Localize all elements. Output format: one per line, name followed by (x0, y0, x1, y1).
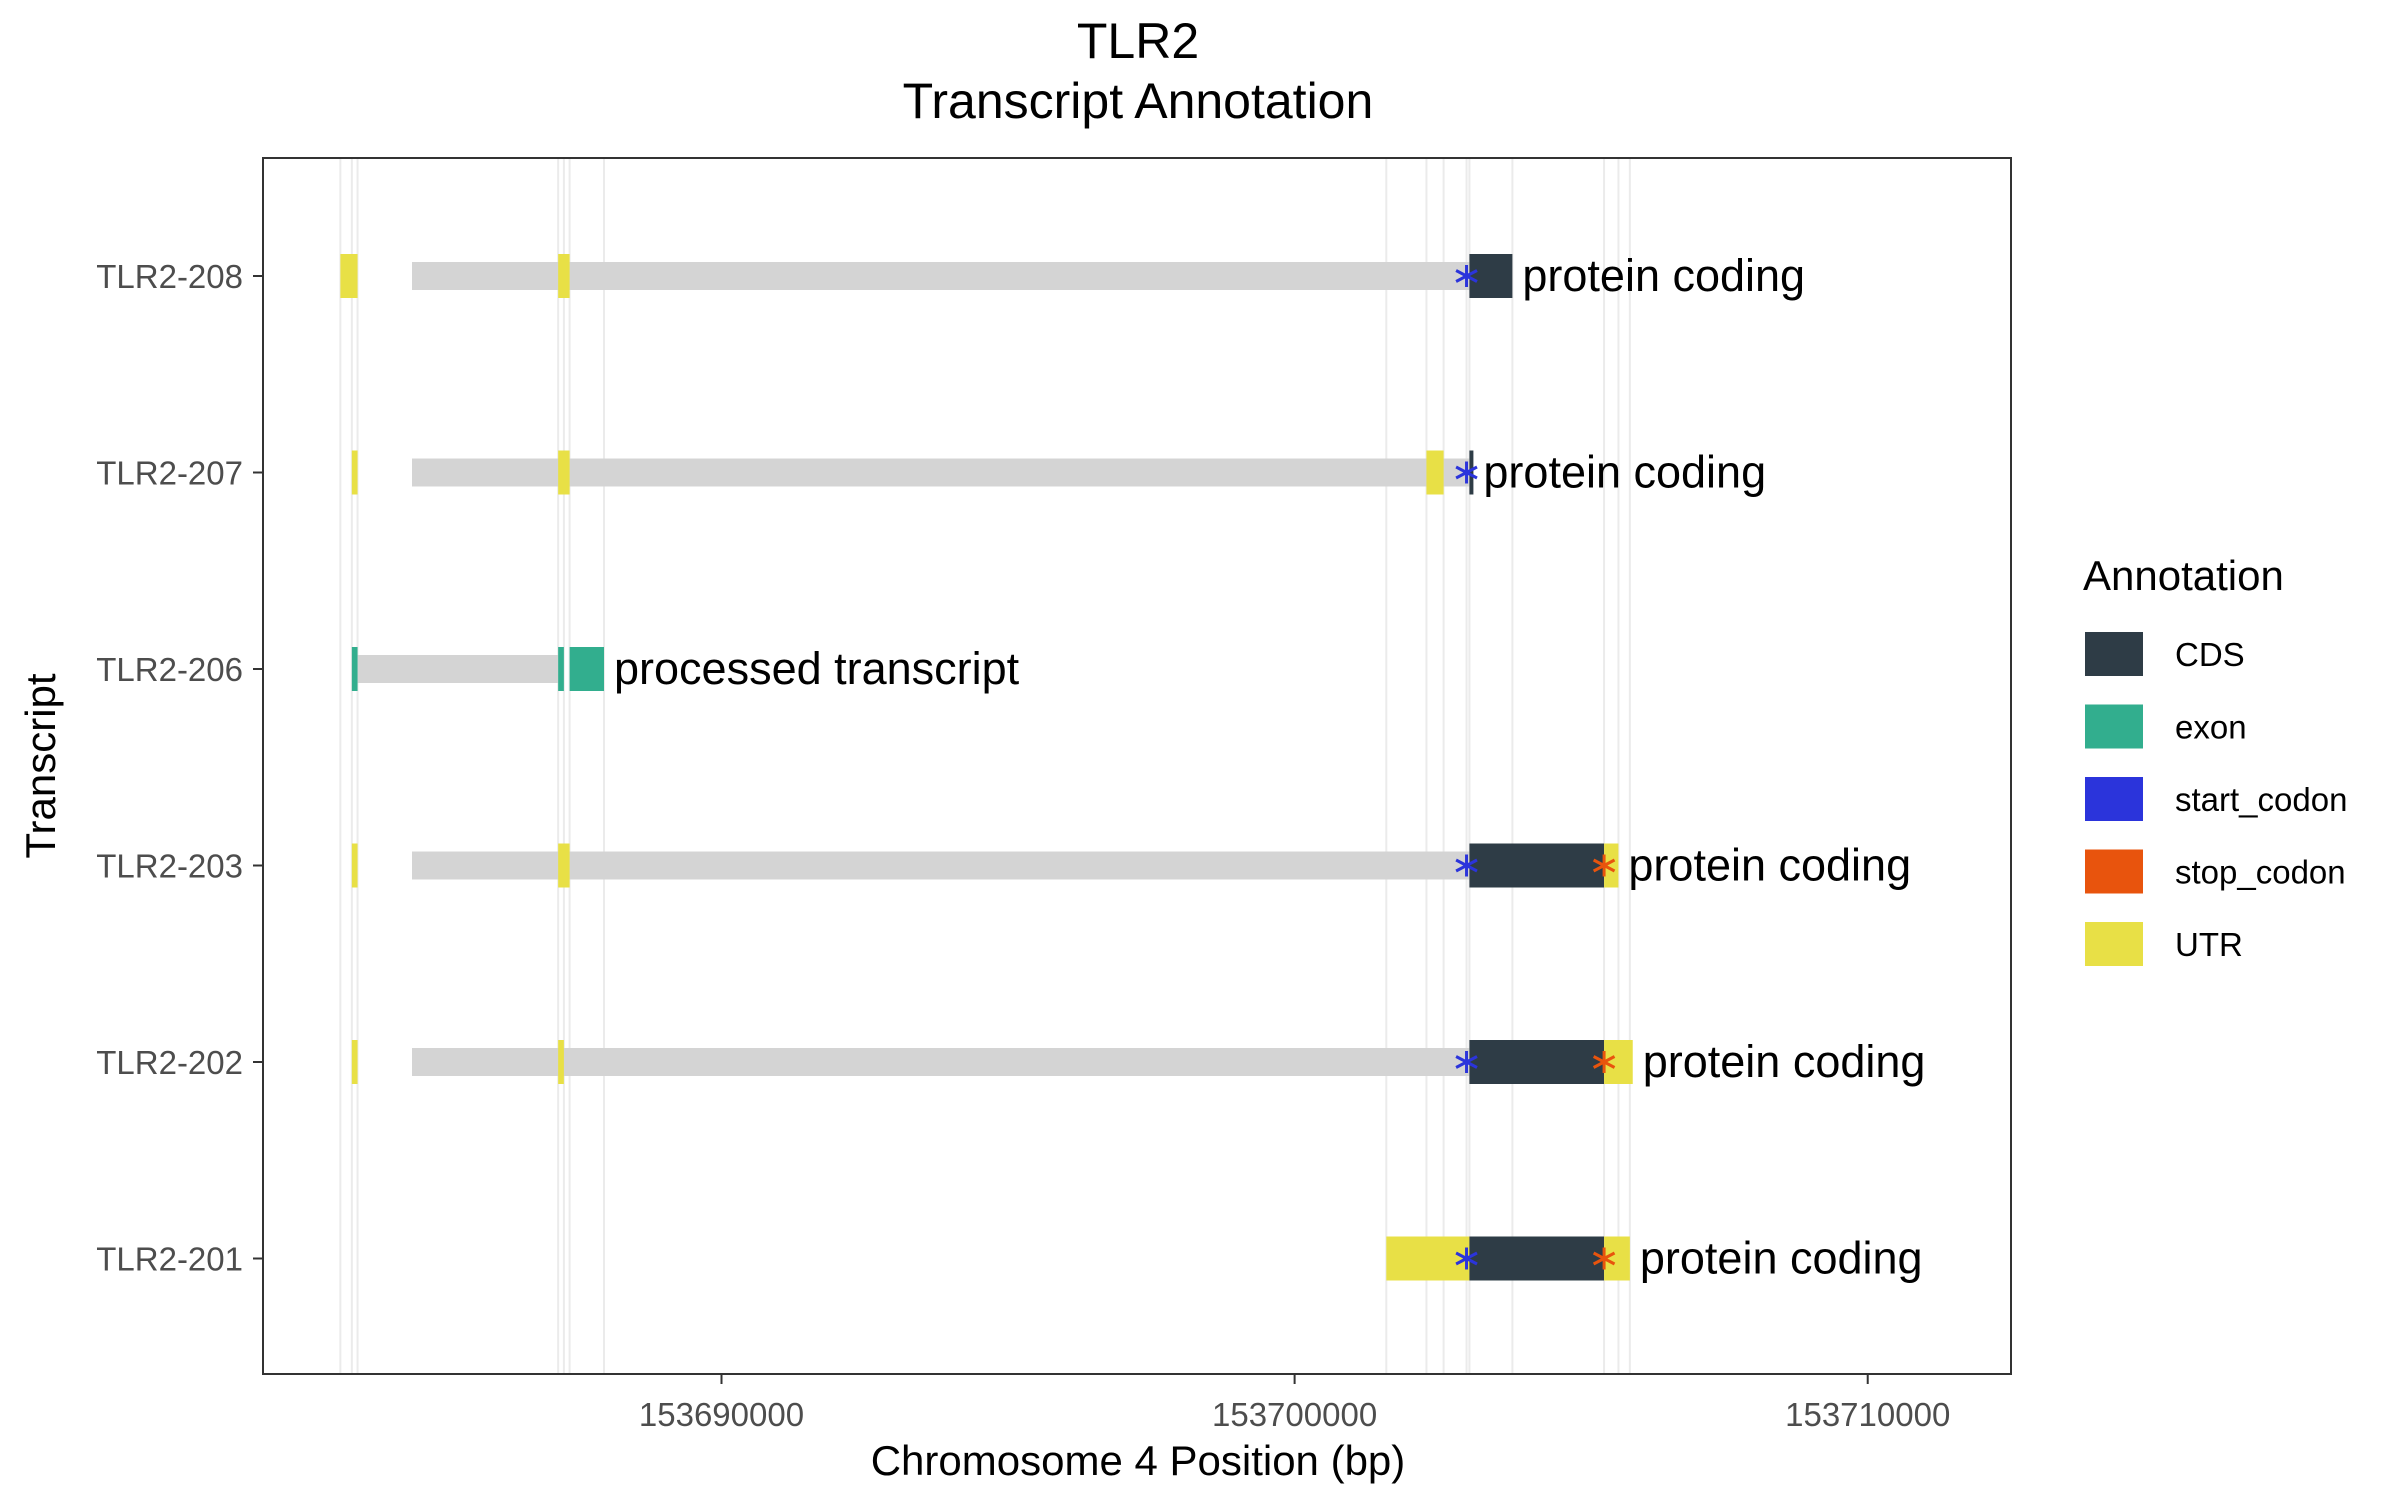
intron-bar (412, 262, 1470, 290)
transcript-biotype-label: protein coding (1643, 1036, 1926, 1087)
utr-block (1604, 1236, 1630, 1281)
plot-border (262, 157, 2012, 1375)
start-codon-marker (1455, 1247, 1478, 1270)
stop-codon-marker (1592, 854, 1616, 877)
intron-bar (412, 458, 1470, 487)
intron-bar (357, 655, 559, 683)
start-codon-marker (1455, 265, 1478, 287)
exon-block (558, 647, 564, 691)
stop-codon-marker-stroke (1592, 1055, 1616, 1069)
exon-block (351, 647, 358, 691)
legend-label: start_codon (2175, 781, 2347, 818)
start-codon-marker-stroke (1455, 858, 1478, 873)
utr-block (351, 450, 358, 495)
x-tick-label: 153690000 (639, 1396, 804, 1433)
stop-codon-marker (1592, 1051, 1616, 1073)
start-codon-marker (1455, 461, 1478, 484)
start-codon-marker (1455, 854, 1478, 877)
utr-block (1604, 843, 1619, 888)
y-tick-label: TLR2-206 (96, 651, 243, 688)
legend-label: CDS (2175, 636, 2245, 673)
legend-key-exon (2085, 704, 2143, 749)
legend-key-cds (2085, 632, 2143, 676)
legend-key-stop-codon (2085, 849, 2143, 894)
legend-key-start-codon (2085, 777, 2143, 821)
x-tick-label: 153700000 (1212, 1396, 1377, 1433)
cds-block (1469, 254, 1513, 298)
transcript-biotype-label: protein coding (1483, 447, 1766, 498)
stop-codon-marker (1592, 1247, 1616, 1270)
x-axis-title: Chromosome 4 Position (bp) (871, 1437, 1406, 1484)
legend-key-utr (2085, 922, 2143, 966)
y-axis-title: Transcript (17, 673, 64, 858)
stop-codon-marker-stroke (1592, 858, 1616, 873)
stop-codon-marker-stroke (1592, 1251, 1616, 1266)
cds-block (1469, 843, 1605, 888)
utr-block (558, 843, 570, 888)
utr-block (558, 450, 570, 495)
transcript-biotype-label: protein coding (1640, 1233, 1923, 1284)
exon-block (569, 647, 605, 691)
y-tick-label: TLR2-201 (96, 1241, 243, 1278)
cds-block (1469, 450, 1474, 495)
start-codon-marker-stroke (1455, 465, 1478, 480)
cds-block (1469, 1040, 1605, 1084)
x-tick-label: 153710000 (1785, 1396, 1950, 1433)
chart-subtitle: Transcript Annotation (903, 73, 1374, 129)
utr-block (351, 843, 358, 888)
y-tick-label: TLR2-202 (96, 1044, 243, 1081)
legend: Annotation CDS exon start_codon stop_codon U… (2083, 552, 2347, 966)
start-codon-marker (1455, 1051, 1478, 1073)
legend-title: Annotation (2083, 552, 2284, 599)
y-tick-label: TLR2-207 (96, 455, 243, 492)
start-codon-marker-stroke (1455, 1251, 1478, 1266)
cds-block (1469, 1236, 1605, 1281)
transcript-biotype-label: processed transcript (614, 643, 1020, 694)
transcript-biotype-label: protein coding (1522, 250, 1805, 301)
utr-block (1426, 450, 1444, 495)
legend-label: UTR (2175, 926, 2243, 963)
utr-block (558, 254, 570, 298)
legend-label: stop_codon (2175, 854, 2346, 891)
chart-title: TLR2 (1077, 13, 1199, 69)
plot-area: protein coding TLR2-208 protein coding TLR2… (96, 157, 2012, 1433)
utr-block (1604, 1040, 1633, 1084)
utr-block (558, 1040, 564, 1084)
legend-label: exon (2175, 709, 2247, 746)
start-codon-marker-stroke (1455, 269, 1478, 283)
y-tick-label: TLR2-203 (96, 848, 243, 885)
utr-block (340, 254, 358, 298)
transcript-biotype-label: protein coding (1628, 840, 1911, 891)
y-tick-label: TLR2-208 (96, 258, 243, 295)
start-codon-marker-stroke (1455, 1055, 1478, 1069)
intron-bar (412, 851, 1470, 880)
utr-block (351, 1040, 358, 1084)
intron-bar (412, 1048, 1470, 1076)
utr-block (1386, 1236, 1470, 1281)
